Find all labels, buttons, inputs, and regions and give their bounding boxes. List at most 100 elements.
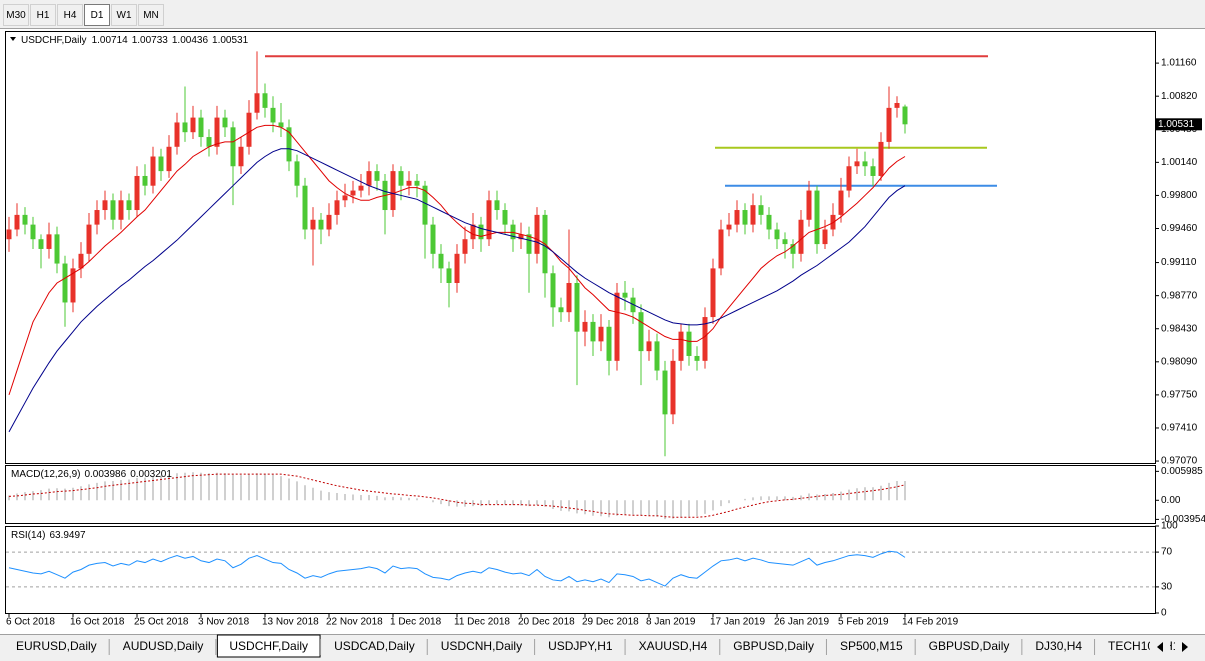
plot-layer: 1.011601.008201.004801.001400.998000.994… — [6, 51, 1205, 628]
chart-tab[interactable] — [322, 637, 427, 656]
candle-body — [470, 224, 476, 240]
x-tick-label: 5 Feb 2019 — [838, 617, 889, 628]
candle-body — [118, 200, 124, 220]
candle-body — [534, 214, 540, 254]
candle-body — [6, 229, 12, 240]
y-tick-label: 0.98430 — [1161, 323, 1198, 334]
candle-body — [558, 307, 564, 313]
candle-body — [414, 180, 420, 186]
close-value: 1.00531 — [212, 35, 249, 46]
timeframe-label: H1 — [37, 10, 50, 21]
tab-label: USDCAD,Daily — [334, 639, 415, 653]
candle-body — [222, 117, 228, 128]
candle-body — [158, 156, 164, 172]
timeframe-label: M30 — [6, 10, 26, 21]
candle-body — [870, 166, 876, 176]
rsi-value: 63.9497 — [49, 530, 86, 541]
y-tick-label: 0 — [1161, 608, 1167, 619]
candle-body — [710, 268, 716, 318]
candle-body — [150, 156, 156, 186]
candle-body — [286, 127, 292, 162]
chart-tab[interactable] — [4, 637, 109, 656]
symbol: USDCHF,Daily — [21, 35, 87, 46]
candle-body — [790, 244, 796, 254]
candle-body — [590, 321, 596, 342]
macd-header: MACD(12,26,9) 0.003986 0.003201 — [11, 469, 172, 480]
candle-body — [654, 341, 660, 371]
candle-body — [678, 331, 684, 361]
chart-tab[interactable] — [827, 637, 915, 656]
candle-body — [718, 229, 724, 269]
timeframe-label: H4 — [64, 10, 77, 21]
candle-body — [406, 180, 412, 186]
chart-tab[interactable] — [1023, 637, 1095, 656]
candle-body — [94, 210, 100, 225]
y-tick-label: 0.97750 — [1161, 390, 1198, 401]
signal-line — [8, 473, 906, 518]
chart-tab[interactable] — [536, 637, 625, 656]
candle-body — [430, 224, 436, 254]
candle-body — [110, 200, 116, 220]
y-tick-label: 100 — [1161, 521, 1178, 532]
candle-body — [14, 214, 20, 230]
timeframe-button[interactable] — [57, 4, 83, 26]
moving-average — [8, 124, 906, 396]
candle-body — [566, 283, 572, 313]
candle-body — [502, 210, 508, 225]
y-tick-label: 0.99800 — [1161, 190, 1198, 201]
candle-body — [846, 166, 852, 191]
candle-body — [238, 146, 244, 167]
chart-tab[interactable] — [721, 637, 826, 656]
price-panel — [5, 31, 1156, 464]
chart-tab[interactable] — [428, 637, 535, 656]
macd-panel — [5, 465, 1156, 524]
candle-body — [606, 326, 612, 361]
candle-body — [670, 360, 676, 415]
candle-body — [494, 200, 500, 211]
candle-body — [326, 214, 332, 230]
x-tick-label: 3 Nov 2018 — [198, 617, 250, 628]
chart-tab[interactable] — [626, 637, 720, 656]
tab-label: USDCNH,Daily — [441, 639, 522, 653]
timeframe-toolbar: M30 H1 H4 D1 W1 MN — [3, 4, 164, 26]
y-tick-label: 0.98090 — [1161, 356, 1198, 367]
price-tag-label: 1.00531 — [1158, 119, 1195, 130]
candle-body — [262, 93, 268, 108]
candle-body — [838, 190, 844, 215]
y-tick-label: -0.003954 — [1161, 514, 1205, 525]
x-tick-label: 25 Oct 2018 — [134, 617, 189, 628]
candle-body — [230, 127, 236, 167]
timeframe-button[interactable] — [84, 4, 110, 26]
x-tick-label: 17 Jan 2019 — [710, 617, 765, 628]
macd-title: MACD(12,26,9) — [11, 469, 80, 480]
candle-body — [902, 106, 908, 125]
chart-tab[interactable] — [916, 637, 1022, 656]
y-tick-label: 0.005985 — [1161, 466, 1203, 477]
y-tick-label: 0.99460 — [1161, 223, 1198, 234]
candle-body — [22, 214, 28, 225]
candle-body — [806, 190, 812, 220]
x-tick-label: 1 Dec 2018 — [390, 617, 442, 628]
candle-body — [614, 292, 620, 361]
candle-body — [206, 137, 212, 147]
timeframe-button[interactable] — [111, 4, 137, 26]
candle-body — [142, 175, 148, 186]
high-value: 1.00733 — [132, 35, 169, 46]
chart-tab[interactable] — [110, 637, 216, 656]
x-tick-label: 16 Oct 2018 — [70, 617, 125, 628]
tab-label: DJ30,H4 — [1035, 639, 1082, 653]
collapse-arrow[interactable] — [10, 37, 16, 41]
candle-body — [78, 253, 84, 269]
candle-body — [294, 161, 300, 186]
macd-value: 0.003986 — [84, 469, 126, 480]
candle-body — [366, 171, 372, 186]
candle-body — [582, 321, 588, 332]
candle-body — [598, 326, 604, 342]
candle-body — [686, 331, 692, 356]
timeframe-button[interactable] — [138, 4, 164, 26]
timeframe-button[interactable] — [30, 4, 56, 26]
timeframe-button[interactable] — [3, 4, 29, 26]
y-tick-label: 30 — [1161, 582, 1173, 593]
candle-body — [822, 229, 828, 245]
